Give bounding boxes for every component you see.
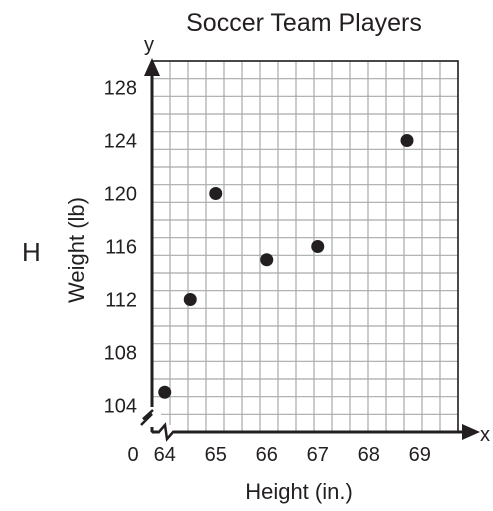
y-axis-letter: y	[144, 34, 154, 56]
x-tick-label: 66	[256, 444, 278, 466]
x-axis-arrowhead	[462, 424, 480, 440]
x-tick-label: 69	[409, 444, 431, 466]
x-tick-label: 67	[307, 444, 329, 466]
y-axis-break-symbol	[140, 409, 154, 426]
chart-title: Soccer Team Players	[186, 9, 422, 37]
origin-label: 0	[127, 444, 138, 466]
x-axis-letter: x	[480, 424, 490, 446]
grid	[151, 60, 459, 433]
data-point	[400, 134, 414, 147]
y-tick-label: 124	[104, 131, 137, 153]
y-tick-label: 108	[104, 343, 137, 365]
data-points	[158, 134, 414, 399]
data-point	[183, 293, 197, 306]
data-point	[158, 385, 172, 399]
y-axis-break-gap	[141, 407, 161, 427]
y-tick-label: 104	[104, 396, 137, 418]
data-point	[209, 187, 223, 200]
y-tick-label: 116	[105, 237, 137, 259]
y-axis-arrowhead	[144, 58, 160, 76]
y-tick-labels: 104 108 112 116 120 124 128	[104, 78, 137, 418]
axes	[140, 58, 480, 442]
y-tick-label: 128	[104, 78, 137, 100]
option-letter: H	[22, 237, 41, 267]
x-axis-title: Height (in.)	[245, 479, 353, 504]
x-tick-label: 65	[205, 444, 227, 466]
x-tick-label: 64	[154, 444, 176, 466]
y-tick-label: 112	[105, 290, 137, 312]
y-tick-label: 120	[104, 184, 137, 206]
plot-frame	[151, 60, 459, 433]
data-point	[260, 253, 274, 267]
x-tick-label: 68	[358, 444, 380, 466]
data-point	[311, 240, 325, 253]
x-tick-labels: 64 65 66 67 68 69	[154, 444, 431, 466]
y-axis-title: Weight (lb)	[64, 197, 89, 303]
x-axis-break-symbol	[157, 422, 175, 442]
